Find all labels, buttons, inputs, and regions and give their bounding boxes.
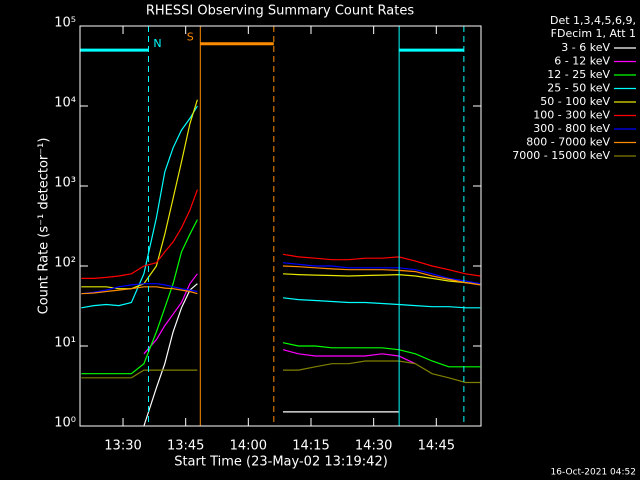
x-tick-label: 13:30 (104, 439, 141, 454)
series-line (81, 265, 481, 295)
series-line (81, 219, 481, 375)
legend-header: Det 1,3,4,5,6,9, (550, 14, 636, 27)
legend-label: 3 - 6 keV (561, 41, 610, 54)
y-tick-label: 10¹ (54, 336, 76, 351)
series-line (81, 262, 481, 295)
legend-label: 300 - 800 keV (533, 122, 610, 135)
x-tick-label: 14:15 (292, 439, 329, 454)
y-tick-label: 10⁴ (54, 96, 76, 111)
legend-label: 25 - 50 keV (547, 82, 610, 95)
interval-label: S (187, 31, 194, 44)
y-axis-label: Count Rate (s⁻¹ detector⁻¹) (37, 138, 52, 315)
x-axis-label: Start Time (23-May-02 13:19:42) (174, 455, 388, 470)
legend-label: 7000 - 15000 keV (512, 149, 610, 162)
y-tick-label: 10² (54, 256, 76, 271)
legend-header: FDecim 1, Att 1 (551, 27, 636, 40)
chart-title: RHESSI Observing Summary Count Rates (146, 4, 415, 19)
series-line (143, 283, 399, 427)
legend-label: 800 - 7000 keV (526, 136, 610, 149)
legend-label: 12 - 25 keV (547, 68, 610, 81)
series-line (81, 105, 481, 309)
legend-label: 100 - 300 keV (533, 109, 610, 122)
y-tick-label: 10⁵ (54, 16, 76, 31)
series-line (143, 273, 416, 365)
series-line (81, 189, 481, 279)
series-line (81, 360, 481, 384)
legend-label: 6 - 12 keV (554, 55, 610, 68)
footer-date: 16-Oct-2021 04:52 (551, 468, 636, 478)
x-tick-label: 14:45 (418, 439, 455, 454)
x-tick-label: 14:00 (230, 439, 267, 454)
y-tick-label: 10⁰ (54, 416, 76, 431)
x-tick-label: 14:30 (355, 439, 392, 454)
plot-frame (79, 25, 482, 427)
legend-label: 50 - 100 keV (540, 95, 610, 108)
x-tick-label: 13:45 (167, 439, 204, 454)
interval-label: N (153, 37, 161, 50)
y-tick-label: 10³ (54, 176, 76, 191)
series-line (81, 99, 481, 290)
